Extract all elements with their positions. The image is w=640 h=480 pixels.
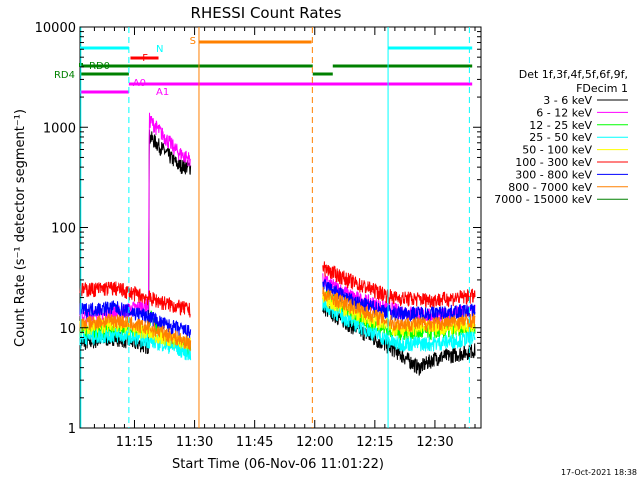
state-flag-label: RD0 <box>89 61 110 72</box>
series-line-3-6-kev <box>322 303 476 376</box>
legend-header-line-1: Det 1f,3f,4f,5f,6f,9f, <box>519 68 628 81</box>
series-line-100-300-kev <box>79 281 191 318</box>
y-tick-label: 100 <box>51 222 76 237</box>
series-line-100-300-kev <box>322 261 476 309</box>
legend-header-line-2: FDecim 1 <box>576 82 628 95</box>
y-tick-label: 1 <box>68 422 76 437</box>
series-line-800-7000-kev <box>79 313 192 352</box>
x-tick-label: 12:00 <box>296 435 333 450</box>
state-flag-label: A1 <box>156 87 169 98</box>
y-axis-label: Count Rate (s⁻¹ detector segment⁻¹) <box>13 109 28 347</box>
legend-entry-label: 6 - 12 keV <box>536 106 592 119</box>
series-line-3-6-kev <box>79 129 192 355</box>
x-tick-label: 11:45 <box>236 435 273 450</box>
event-lines <box>80 27 470 428</box>
legend-entry-label: 12 - 25 keV <box>529 119 592 132</box>
series-line-6-12-kev <box>322 273 476 325</box>
legend-entry-label: 25 - 50 keV <box>529 131 592 144</box>
state-flag-label: A0 <box>133 78 146 89</box>
series-line-25-50-kev <box>79 328 192 361</box>
legend-entry-label: 800 - 7000 keV <box>508 181 592 194</box>
series-line-800-7000-kev <box>322 286 476 333</box>
state-flag-label: F <box>142 53 148 64</box>
state-flag-label: S <box>190 36 196 47</box>
x-axis-label: Start Time (06-Nov-06 11:01:22) <box>172 457 384 472</box>
y-axis: 1 10 100 1000 10000 <box>35 21 481 437</box>
data-series <box>79 112 476 376</box>
legend-entry-label: 3 - 6 keV <box>543 94 592 107</box>
y-tick-label: 10 <box>59 322 76 337</box>
x-tick-label: 11:30 <box>176 435 213 450</box>
y-tick-label: 1000 <box>43 121 76 136</box>
x-tick-label: 12:30 <box>416 435 453 450</box>
state-flag-label: RD4 <box>54 70 75 81</box>
x-tick-label: 11:15 <box>116 435 153 450</box>
timestamp: 17-Oct-2021 18:38 <box>561 468 637 477</box>
legend: Det 1f,3f,4f,5f,6f,9f, FDecim 1 3 - 6 ke… <box>494 68 628 206</box>
legend-entry-label: 50 - 100 keV <box>522 144 592 157</box>
state-flags: NF S RD0 RD4 A0 A1 <box>54 36 473 98</box>
legend-entry-label: 300 - 800 keV <box>515 168 592 181</box>
legend-entry-label: 7000 - 15000 keV <box>494 193 592 206</box>
chart-title: RHESSI Count Rates <box>191 4 342 22</box>
state-flag-label: N <box>156 44 163 55</box>
series-line-300-800-kev <box>79 300 192 339</box>
legend-entry-label: 100 - 300 keV <box>515 156 592 169</box>
y-tick-label: 10000 <box>35 21 76 36</box>
x-axis: 11:15 11:30 11:45 12:00 12:15 12:30 <box>93 27 476 450</box>
x-tick-label: 12:15 <box>356 435 393 450</box>
series-line-25-50-kev <box>322 297 476 353</box>
